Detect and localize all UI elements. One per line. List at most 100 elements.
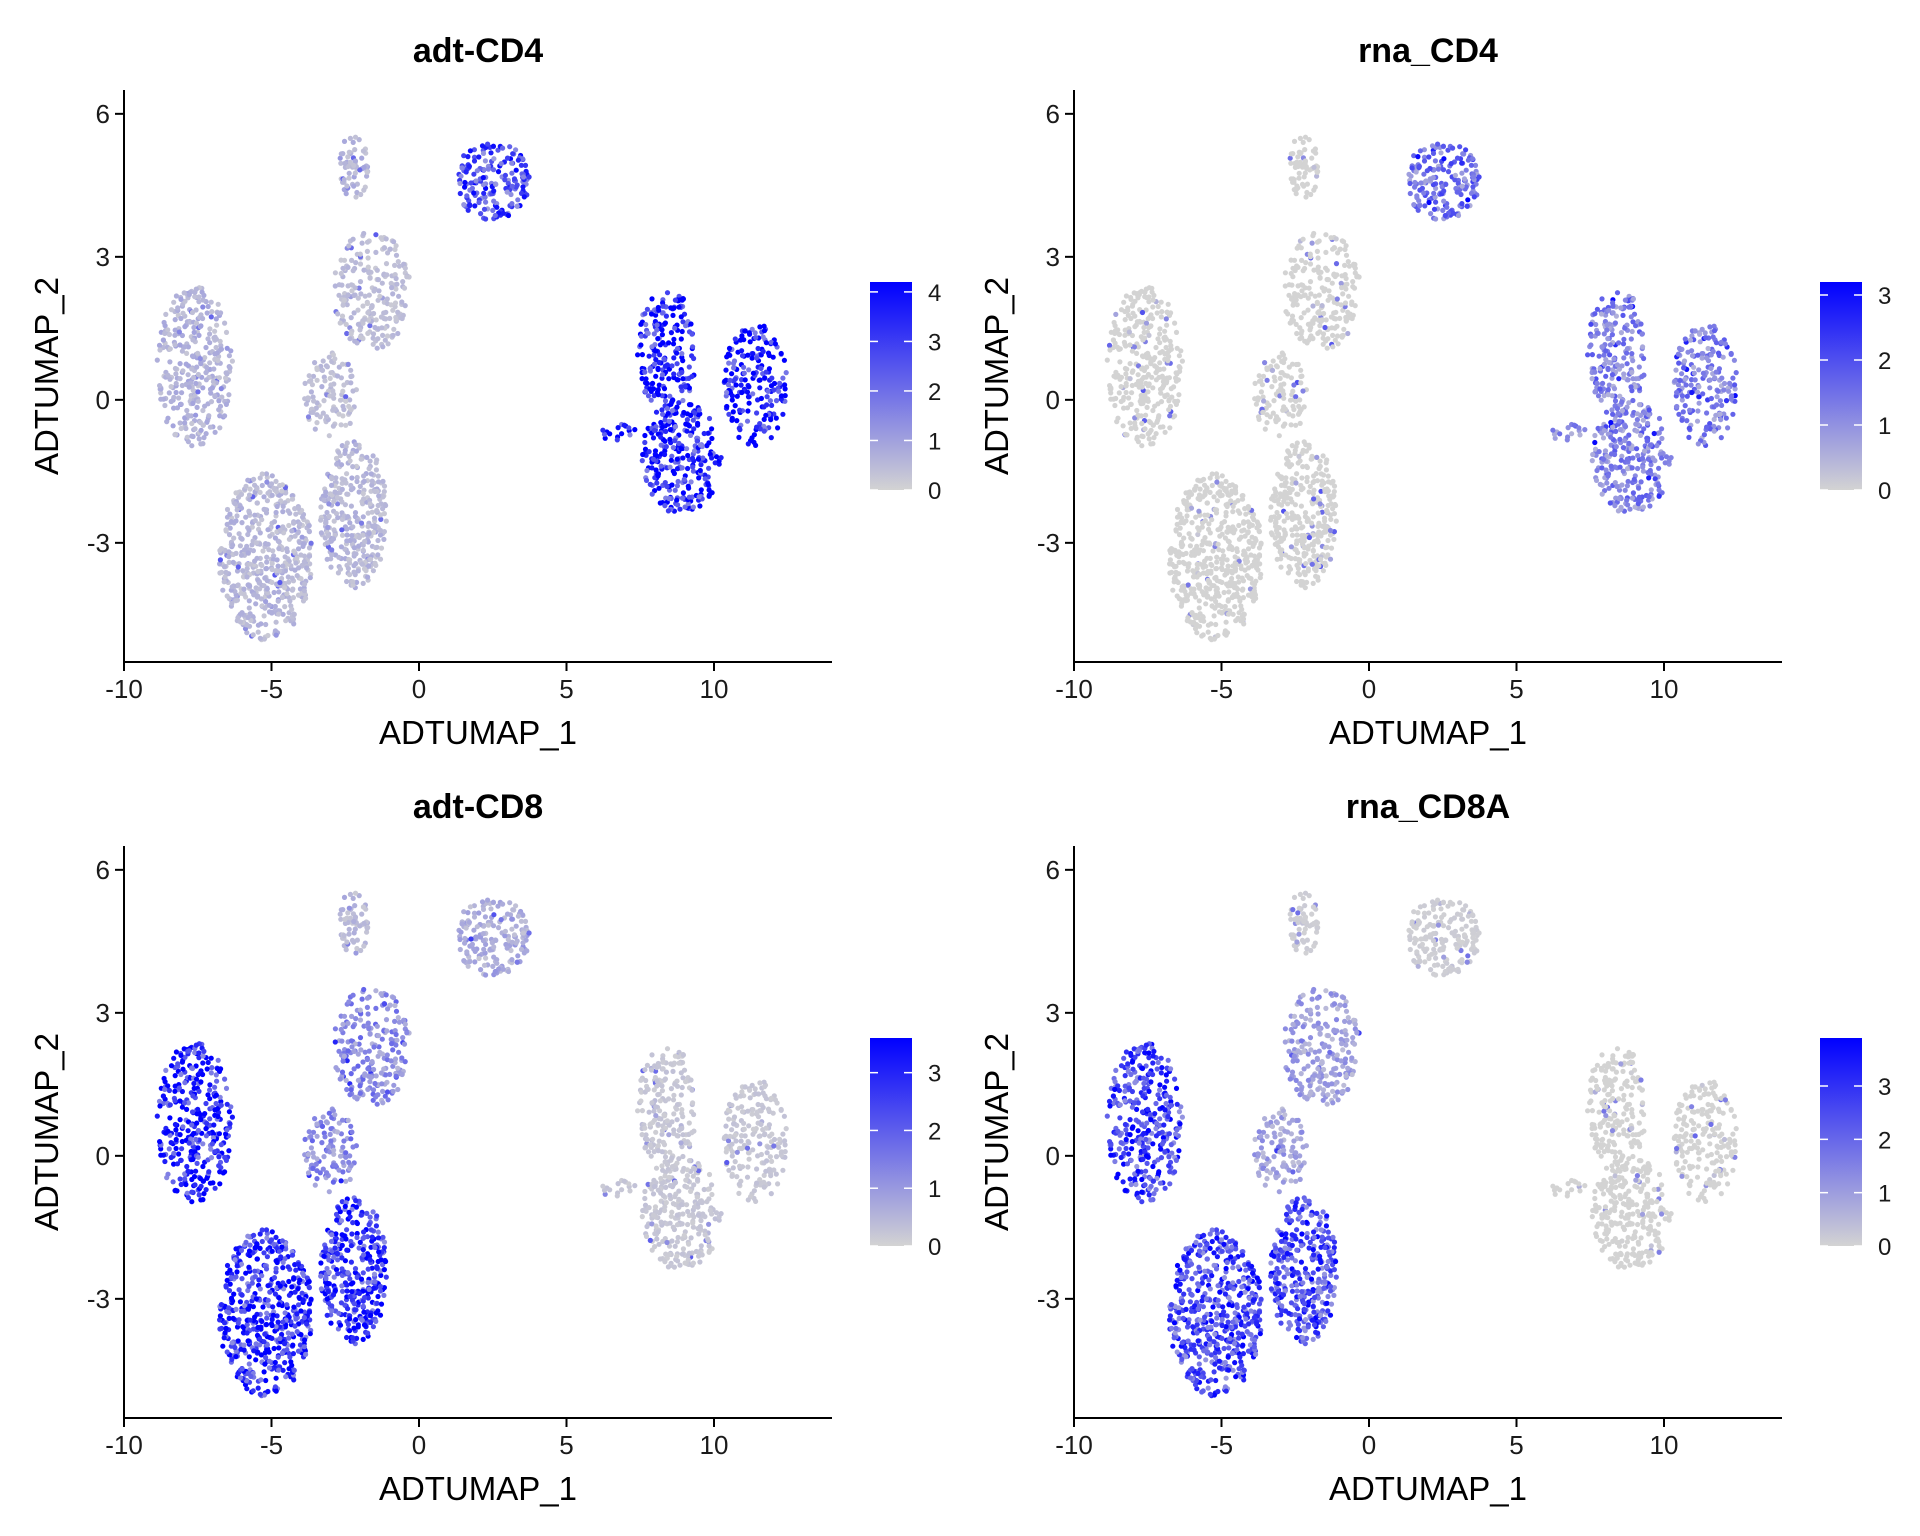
scatter-point	[1215, 632, 1221, 639]
scatter-point	[680, 376, 686, 382]
scatter-point	[226, 353, 232, 359]
scatter-point	[201, 292, 207, 298]
scatter-point	[1696, 367, 1702, 373]
scatter-point	[1335, 341, 1341, 347]
scatter-point	[1550, 427, 1556, 433]
scatter-point	[257, 530, 263, 536]
scatter-point	[172, 365, 178, 372]
scatter-point	[252, 512, 258, 518]
scatter-point	[1121, 299, 1127, 305]
scatter-point	[679, 465, 685, 471]
scatter-point	[1455, 212, 1462, 219]
scatter-point	[1150, 407, 1156, 414]
scatter-point	[340, 151, 346, 157]
scatter-point	[306, 523, 312, 529]
scatter-point	[1619, 399, 1625, 405]
scatter-point	[181, 344, 187, 350]
scatter-point	[292, 567, 298, 573]
scatter-point	[393, 317, 399, 323]
scatter-point	[1219, 492, 1225, 498]
scatter-point	[1289, 476, 1295, 482]
scatter-point	[676, 400, 682, 406]
scatter-point	[1307, 334, 1313, 340]
scatter-point	[1244, 555, 1250, 561]
scatter-point	[182, 298, 188, 304]
scatter-point	[1704, 424, 1710, 430]
scatter-point	[342, 502, 348, 508]
scatter-point	[1431, 206, 1438, 212]
scatter-point	[332, 283, 338, 289]
scatter-point	[767, 398, 774, 404]
scatter-point	[1195, 477, 1201, 483]
scatter-point	[178, 296, 184, 302]
scatter-point	[1241, 548, 1247, 554]
scatter-point	[488, 150, 494, 156]
scatter-point	[522, 162, 529, 168]
scatter-point	[185, 372, 191, 378]
scatter-point	[1730, 375, 1736, 381]
scatter-point	[1301, 162, 1307, 169]
scatter-point	[1189, 520, 1195, 526]
scatter-point	[1139, 366, 1145, 372]
scatter-point	[1293, 191, 1299, 197]
scatter-point	[1223, 478, 1229, 484]
scatter-point	[263, 565, 270, 572]
scatter-point	[303, 595, 309, 601]
scatter-point	[193, 320, 200, 326]
scatter-point	[755, 345, 761, 352]
scatter-point	[777, 380, 783, 386]
scatter-point	[665, 410, 671, 416]
scatter-point	[359, 155, 365, 161]
scatter-point	[1116, 331, 1122, 338]
scatter-point	[320, 410, 326, 416]
scatter-point	[1415, 207, 1421, 213]
scatter-point	[729, 371, 735, 377]
scatter-point	[377, 527, 384, 534]
scatter-point	[1210, 548, 1216, 554]
scatter-point	[509, 170, 515, 176]
scatter-point	[1319, 478, 1325, 484]
scatter-point	[364, 248, 370, 254]
scatter-point	[294, 555, 300, 561]
scatter-point	[513, 184, 519, 190]
scatter-point	[1294, 330, 1300, 337]
scatter-point	[1204, 486, 1210, 492]
scatter-point	[264, 498, 270, 504]
scatter-point	[1216, 609, 1223, 615]
scatter-point	[229, 358, 235, 364]
scatter-point	[346, 170, 352, 176]
scatter-point	[1616, 340, 1622, 346]
scatter-point	[674, 361, 680, 367]
scatter-point	[233, 518, 239, 524]
scatter-point	[483, 216, 489, 222]
scatter-point	[347, 458, 353, 464]
scatter-point	[336, 292, 342, 298]
scatter-point	[326, 433, 332, 439]
scatter-point	[1179, 584, 1185, 590]
scatter-point	[1194, 574, 1200, 580]
scatter-point	[495, 147, 501, 153]
scatter-point	[310, 373, 317, 379]
scatter-point	[198, 323, 204, 329]
scatter-point	[340, 403, 346, 409]
scatter-point	[1236, 579, 1242, 585]
scatter-point	[375, 473, 381, 479]
scatter-point	[1153, 370, 1159, 376]
scatter-point	[705, 481, 711, 488]
scatter-point	[374, 267, 380, 273]
scatter-point	[467, 203, 473, 209]
scatter-point	[674, 404, 680, 410]
scatter-point	[783, 370, 789, 376]
scatter-point	[1297, 336, 1303, 342]
scatter-point	[310, 394, 316, 400]
scatter-point	[678, 446, 684, 452]
scatter-point	[1289, 313, 1296, 319]
scatter-point	[1320, 453, 1326, 459]
scatter-point	[265, 527, 271, 533]
scatter-point	[1233, 618, 1239, 624]
scatter-point	[1621, 371, 1627, 377]
scatter-point	[1181, 535, 1187, 541]
x-axis-label: ADTUMAP_1	[379, 714, 577, 751]
scatter-point	[666, 340, 672, 346]
